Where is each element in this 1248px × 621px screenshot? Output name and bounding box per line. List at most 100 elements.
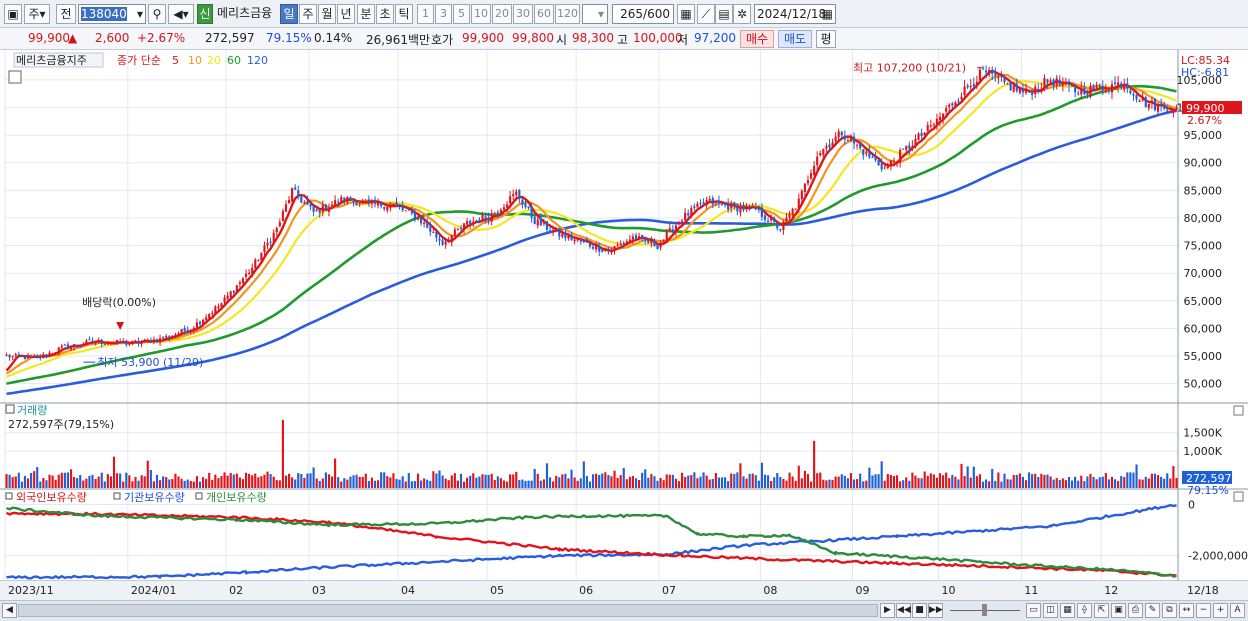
candle-body [754,206,757,210]
zoom-out-icon[interactable]: − [1196,603,1211,618]
candle-body [723,204,727,206]
zoom-in-icon[interactable]: + [1213,603,1228,618]
save-icon[interactable]: ▤ [715,4,733,24]
candle-body [309,204,312,207]
edit-icon[interactable]: ✎ [1145,603,1160,618]
volume-bar [432,471,435,488]
investor-legend-box [113,492,121,500]
candle-body [745,206,748,210]
link-icon[interactable]: ⟠ [1077,603,1092,618]
scroll-right-icon[interactable]: ▶ [880,603,895,618]
pan-icon[interactable]: ↔ [1179,603,1194,618]
volume-bar [389,477,392,488]
interval-button-1[interactable]: 1 [417,4,434,24]
print-icon[interactable]: ⎙ [1128,603,1143,618]
candle-body [1117,82,1120,86]
period-button-year[interactable]: 년 [337,4,355,24]
interval-button-10[interactable]: 10 [471,4,491,24]
period-button-week[interactable]: 주 [299,4,317,24]
volume-bar [112,456,116,488]
export-icon[interactable]: ⇱ [1094,603,1109,618]
candle-body [420,217,423,224]
candle-body [1163,105,1166,109]
layout-split-icon[interactable]: ◫ [1043,603,1058,618]
stock-code-input[interactable]: 138040 ▾ [78,4,146,24]
count-input[interactable]: 265/600 [612,4,674,24]
candle-body [5,355,8,357]
market-select[interactable]: 주▾ [24,4,50,24]
chart-menu-icon[interactable]: ▣ [4,4,22,24]
candle-body [364,200,367,203]
candle-body [69,346,73,350]
interval-button-60[interactable]: 60 [534,4,554,24]
volume-bar [527,480,530,488]
interval-button-20[interactable]: 20 [492,4,512,24]
period-button-tick[interactable]: 틱 [395,4,413,24]
candle-body [251,267,254,274]
candle-body [616,244,619,246]
search-icon[interactable]: ⚲ [148,4,166,24]
volume-bar [263,474,266,488]
candle-body [407,208,410,210]
candle-type-icon[interactable]: ▦ [677,4,695,24]
volume-bar [963,476,966,488]
volume-bar [195,476,198,488]
volume-bar [235,473,238,488]
date-input[interactable]: 2024/12/18 ▦ [754,4,836,24]
investor-legend-0: 외국인보유수량 [16,491,87,504]
fast-forward-icon[interactable]: ▶▶ [928,603,943,618]
layout-icon[interactable]: ▭ [1026,603,1041,618]
volume-bar [1018,473,1021,488]
volume-bar [515,471,518,488]
volume-bar [650,474,653,488]
holding-line-기관보유수량 [5,511,1177,577]
date-tick-label: 03 [312,584,326,597]
volume-bar [309,473,312,488]
open-label: 시 [556,33,568,47]
buy-button[interactable]: 매수 [740,30,774,48]
volume-bar [668,474,671,488]
scroll-thumb[interactable] [18,604,878,617]
speaker-icon[interactable]: ◀▾ [168,4,194,24]
candle-body [653,240,656,247]
period-button-second[interactable]: 초 [376,4,394,24]
scroll-left-icon[interactable]: ◀ [2,603,17,618]
stock-chart[interactable]: 105,000100,00095,00090,00085,00080,00075… [0,50,1248,600]
interval-button-120[interactable]: 120 [555,4,580,24]
eval-button[interactable]: 평 [816,30,836,48]
zoom-slider-handle[interactable] [982,604,987,616]
copy-icon[interactable]: ⧉ [1162,603,1177,618]
horizontal-scrollbar[interactable]: ◀ ▶ ◀◀ ■ ▶▶ ▭ ◫ ▦ ⟠ ⇱ ▣ ⎙ ✎ ⧉ ↔ − + A [0,600,1248,621]
candle-body [985,70,988,73]
candle-body [1147,103,1150,109]
volume-bar [1141,479,1144,488]
volume-bar [1052,479,1055,488]
interval-button-5[interactable]: 5 [453,4,470,24]
interval-button-3[interactable]: 3 [435,4,452,24]
volume-bar [189,481,192,488]
image-icon[interactable]: ▣ [1111,603,1126,618]
period-button-month[interactable]: 월 [318,4,336,24]
volume-bar [198,481,202,488]
volume-bar [475,477,478,488]
interval-button-30[interactable]: 30 [513,4,533,24]
candle-body [235,285,238,294]
title-box [13,52,104,68]
sell-button[interactable]: 매도 [778,30,812,48]
candle-body [1012,85,1015,92]
candle-body [963,86,966,96]
rewind-icon[interactable]: ◀◀ [896,603,911,618]
draw-tool-icon[interactable]: ⟋ [697,4,715,24]
layout-grid-icon[interactable]: ▦ [1060,603,1075,618]
period-scope-button[interactable]: 전 [56,4,76,24]
investor-legend-box [195,492,203,500]
period-button-minute[interactable]: 분 [357,4,375,24]
font-size-icon[interactable]: A [1230,603,1245,618]
stop-icon[interactable]: ■ [912,603,927,618]
interval-custom-select[interactable]: ▾ [582,4,608,24]
settings-gear-icon[interactable]: ✲ [733,4,751,24]
candle-body [619,243,622,245]
period-button-day[interactable]: 일 [280,4,298,24]
candle-body [349,197,352,201]
candle-body [800,190,803,200]
